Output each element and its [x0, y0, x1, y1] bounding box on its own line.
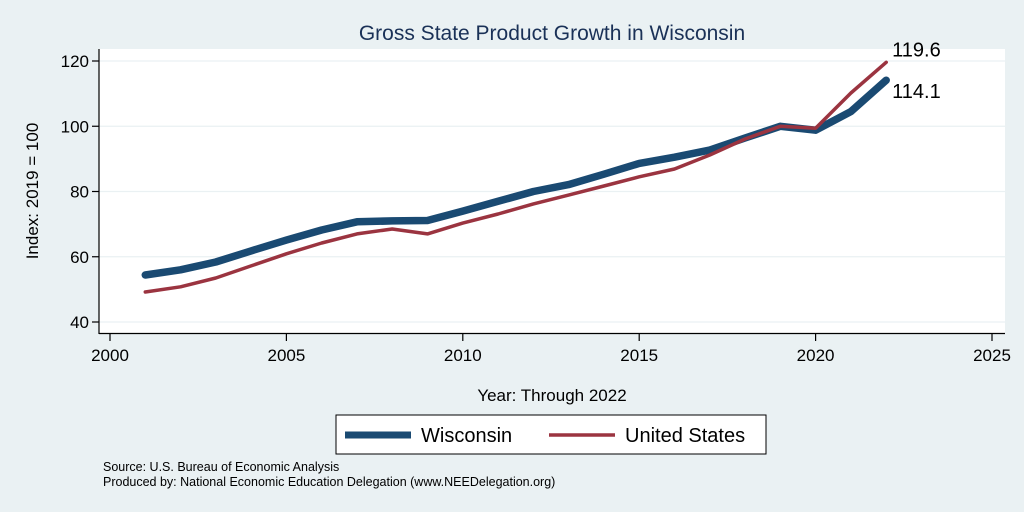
y-tick-label: 120: [61, 52, 89, 71]
legend: Wisconsin United States: [335, 414, 767, 455]
y-axis-ticks: 40 60 80 100 120: [61, 52, 99, 332]
y-tick-label: 40: [70, 313, 89, 332]
legend-label-united-states: United States: [625, 425, 745, 447]
end-label-united-states: 119.6: [892, 39, 941, 61]
series-line-united-states: [143, 60, 888, 294]
y-tick-label: 80: [70, 183, 89, 202]
series-layer: [141, 60, 890, 294]
y-axis-label: Index: 2019 = 100: [23, 123, 42, 260]
x-tick-label: 2005: [267, 346, 305, 365]
x-axis-label: Year: Through 2022: [477, 386, 626, 405]
x-tick-label: 2000: [91, 346, 129, 365]
y-tick-label: 60: [70, 248, 89, 267]
end-label-wisconsin: 114.1: [892, 81, 941, 103]
x-tick-label: 2020: [797, 346, 835, 365]
end-labels: 114.1 119.6: [892, 39, 941, 103]
x-tick-label: 2015: [620, 346, 658, 365]
y-tick-label: 100: [61, 117, 89, 136]
source-note: Source: U.S. Bureau of Economic Analysis: [103, 460, 339, 474]
x-tick-label: 2025: [973, 346, 1011, 365]
x-tick-label: 2010: [444, 346, 482, 365]
chart-title: Gross State Product Growth in Wisconsin: [359, 22, 745, 45]
producer-note: Produced by: National Economic Education…: [103, 475, 555, 489]
x-axis-ticks: 2000 2005 2010 2015 2020 2025: [91, 333, 1011, 365]
legend-label-wisconsin: Wisconsin: [421, 425, 512, 447]
